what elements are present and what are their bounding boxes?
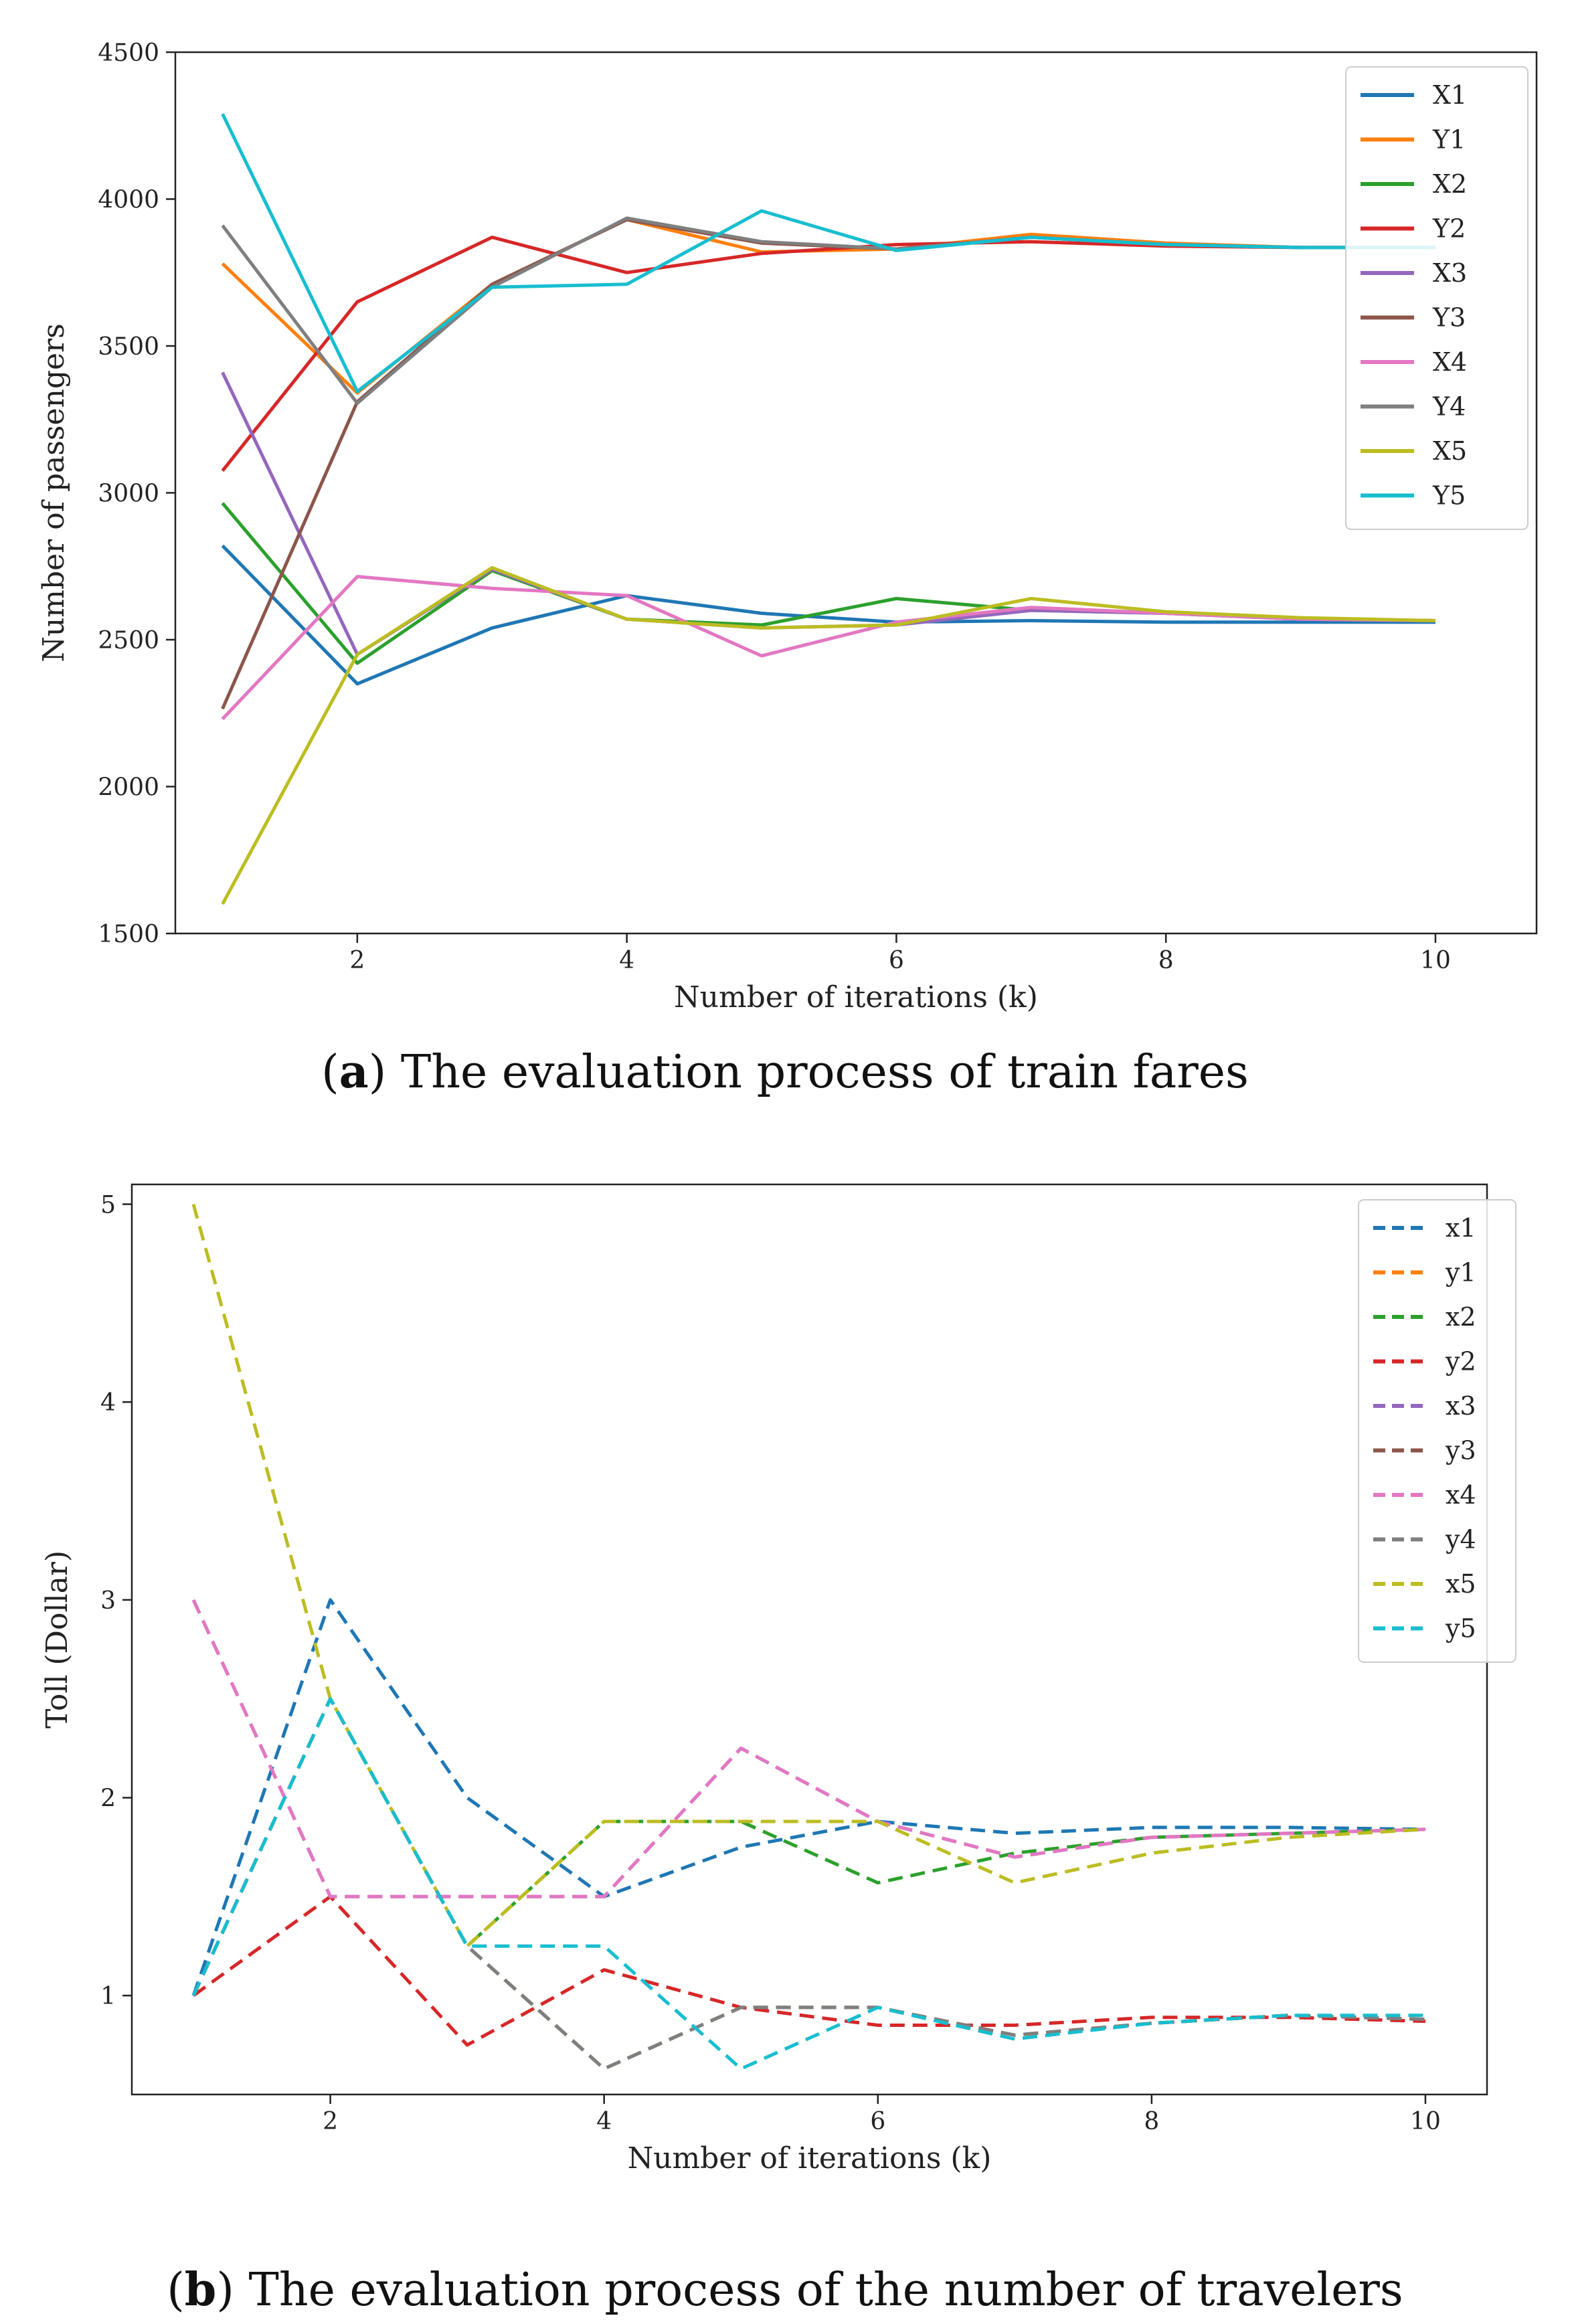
x-tick-label: 6: [889, 947, 904, 974]
legend-label-X1: X1: [1433, 80, 1467, 110]
y-tick-label: 4000: [98, 187, 159, 214]
x-tick-label: 4: [596, 2108, 612, 2135]
series-line-X1: [221, 544, 1435, 686]
y-tick-label: 3: [100, 1587, 116, 1615]
legend-label-y2: y2: [1445, 1347, 1476, 1376]
x-axis-label: Number of iterations (k): [628, 2141, 992, 2175]
legend-box: [1358, 1199, 1516, 1663]
x-tick-label: 2: [323, 2108, 338, 2135]
caption-letter: b: [185, 2263, 217, 2317]
legend-label-Y4: Y4: [1432, 392, 1466, 422]
series-line-Y5: [221, 113, 1435, 393]
figure-caption: (a) The evaluation process of train fare…: [321, 1045, 1249, 1099]
x-tick-label: 10: [1420, 947, 1451, 974]
y-tick-label: 5: [100, 1192, 116, 1219]
series-line-x5: [191, 1203, 1426, 1948]
chart-a-train-fares: 2 4 6 8 10 1500 2000 2500 3000 3500 4000 4500 Number…: [37, 39, 1538, 1099]
legend-label-x1: x1: [1446, 1213, 1476, 1243]
series-line-X4: [221, 575, 1436, 721]
legend-label-X3: X3: [1433, 258, 1467, 288]
legend-label-x2: x2: [1446, 1302, 1476, 1332]
caption-open: (: [167, 2264, 185, 2317]
legend-label-Y1: Y1: [1432, 125, 1466, 155]
legend-label-x5: x5: [1446, 1569, 1476, 1599]
series-line-x4: [191, 1599, 1426, 1898]
legend-label-Y5: Y5: [1432, 481, 1466, 511]
legend-label-X5: X5: [1433, 436, 1467, 466]
y-tick-label: 3500: [98, 333, 159, 361]
caption-text: ) The evaluation process of train fares: [369, 1046, 1249, 1099]
legend-label-y3: y3: [1445, 1436, 1476, 1465]
series-line-x2: [191, 1697, 1426, 1997]
x-tick-label: 8: [1158, 947, 1174, 974]
series-line-y5: [191, 1697, 1425, 2071]
legend-label-Y3: Y3: [1432, 303, 1466, 333]
legend-label-y4: y4: [1445, 1525, 1476, 1554]
series-line-x1: [191, 1598, 1426, 1997]
series-line-y3: [191, 1697, 1426, 2071]
x-tick-label: 4: [619, 947, 634, 974]
y-tick-label: 2000: [98, 774, 159, 802]
legend-label-X4: X4: [1433, 347, 1467, 377]
series-line-y1: [191, 1697, 1426, 2071]
legend-label-X2: X2: [1433, 169, 1467, 199]
x-tick-label: 10: [1410, 2108, 1441, 2135]
y-tick-label: 2500: [98, 627, 159, 654]
plot-frame: [130, 1183, 1488, 2096]
x-tick-label: 6: [870, 2108, 885, 2135]
series-line-Y3: [221, 217, 1435, 710]
x-tick-label: 8: [1144, 2108, 1159, 2135]
y-axis-label: Number of passengers: [37, 323, 71, 662]
legend-label-x4: x4: [1446, 1480, 1476, 1510]
figure-caption: (b) The evaluation process of the number…: [167, 2263, 1403, 2317]
caption-open: (: [321, 1046, 339, 1099]
y-tick-label: 1500: [98, 921, 159, 948]
legend-label-y1: y1: [1445, 1258, 1476, 1287]
series-line-y2: [192, 1894, 1426, 2047]
caption-text: ) The evaluation process of the number o…: [216, 2264, 1403, 2317]
plot-frame: [174, 51, 1538, 935]
legend-label-x3: x3: [1446, 1391, 1476, 1421]
x-axis-label: Number of iterations (k): [674, 980, 1038, 1014]
legend-label-y5: y5: [1445, 1614, 1476, 1643]
y-tick-label: 4500: [98, 39, 159, 67]
series-line-X5: [221, 565, 1436, 905]
y-tick-label: 2: [100, 1785, 116, 1813]
y-tick-label: 3000: [98, 480, 159, 508]
y-axis-label: Toll (Dollar): [40, 1550, 74, 1728]
series-line-y4: [191, 1697, 1426, 2071]
caption-letter: a: [339, 1045, 369, 1099]
x-tick-label: 2: [349, 947, 365, 974]
y-tick-label: 1: [100, 1983, 116, 2010]
legend-label-Y2: Y2: [1432, 214, 1466, 244]
y-tick-label: 4: [100, 1389, 116, 1417]
